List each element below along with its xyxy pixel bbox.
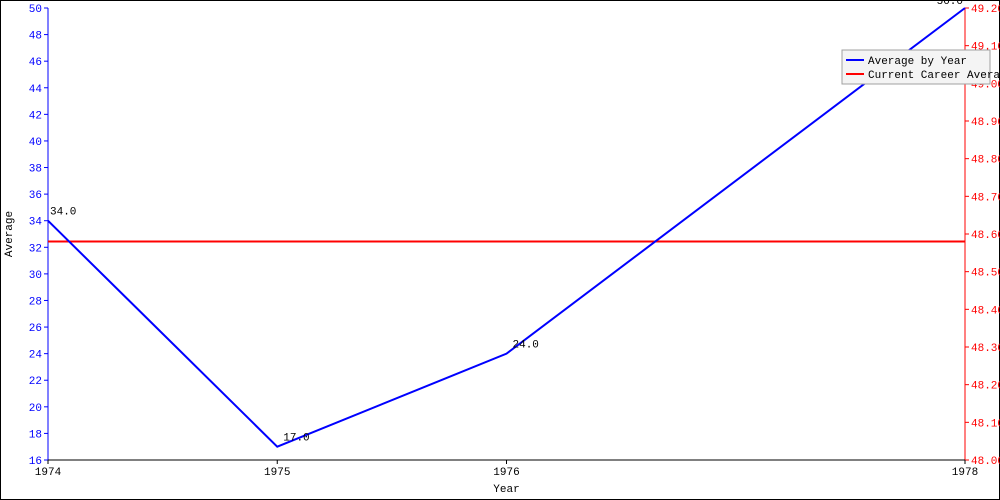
y-right-tick-label: 48.20 [971,381,1000,393]
y-left-tick-label: 30 [29,270,42,282]
y-right-tick-label: 48.60 [971,230,1000,242]
y-right-tick-label: 48.70 [971,192,1000,204]
x-tick-label: 1978 [952,467,978,479]
y-right-tick-label: 48.10 [971,418,1000,430]
y-left-tick-label: 50 [29,4,42,16]
y-right-tick-label: 49.20 [971,4,1000,16]
y-left-tick-label: 38 [29,164,42,176]
x-axis-title: Year [493,484,519,496]
data-point-label: 24.0 [513,340,539,352]
data-point-label: 17.0 [283,433,309,445]
data-point-label: 50.0 [937,0,963,8]
y-right-tick-label: 48.40 [971,305,1000,317]
y-right-tick-label: 48.50 [971,268,1000,280]
y-left-tick-label: 48 [29,31,42,43]
y-right-tick-label: 48.30 [971,343,1000,355]
x-tick-label: 1975 [264,467,290,479]
y-left-tick-label: 22 [29,376,42,388]
y-left-tick-label: 26 [29,323,42,335]
y-axis-title: Average [4,211,16,257]
y-left-tick-label: 34 [29,217,43,229]
legend-item-primary: Average by Year [868,56,967,68]
y-left-tick-label: 28 [29,296,42,308]
x-tick-label: 1976 [493,467,519,479]
chart-container: 16182022242628303234363840424446485048.0… [0,0,1000,500]
x-tick-label: 1974 [35,467,62,479]
legend-item-reference: Current Career Average [868,70,1000,82]
y-left-tick-label: 40 [29,137,42,149]
chart-svg: 16182022242628303234363840424446485048.0… [0,0,1000,500]
y-left-tick-label: 42 [29,110,42,122]
y-left-tick-label: 24 [29,350,43,362]
y-left-tick-label: 36 [29,190,42,202]
y-right-tick-label: 48.80 [971,155,1000,167]
data-point-label: 34.0 [50,207,76,219]
y-left-tick-label: 20 [29,403,42,415]
y-left-tick-label: 44 [29,84,43,96]
y-left-tick-label: 46 [29,57,42,69]
y-right-tick-label: 48.90 [971,117,1000,129]
y-left-tick-label: 32 [29,243,42,255]
y-left-tick-label: 18 [29,429,42,441]
